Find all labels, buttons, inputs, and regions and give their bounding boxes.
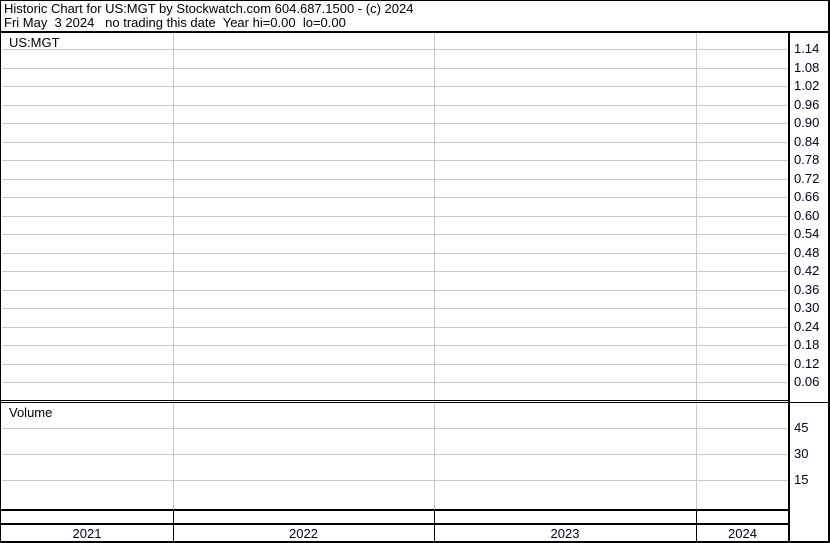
price-tick-label: 0.90 <box>794 115 820 130</box>
price-gridline <box>2 160 789 161</box>
price-tick-label: 0.54 <box>794 226 820 241</box>
border-bottom <box>0 541 830 543</box>
price-tick-label: 0.36 <box>794 282 820 297</box>
volume-gridline <box>2 428 789 429</box>
header-divider <box>0 31 830 33</box>
price-tick-label: 0.48 <box>794 245 820 260</box>
year-gridline <box>173 33 174 510</box>
volume-panel-title: Volume <box>9 405 53 420</box>
price-tick-label: 0.78 <box>794 152 820 167</box>
border-left <box>0 0 1 543</box>
year-label: 2023 <box>550 526 580 541</box>
price-gridline <box>2 253 789 254</box>
price-tick-label: 0.42 <box>794 263 820 278</box>
volume-tick-label: 15 <box>794 472 809 487</box>
price-gridline <box>2 197 789 198</box>
year-label: 2024 <box>728 526 757 541</box>
volume-gridline <box>2 480 789 481</box>
price-gridline <box>2 290 789 291</box>
price-gridline <box>2 142 789 143</box>
price-tick-label: 0.66 <box>794 189 820 204</box>
price-gridline <box>2 327 789 328</box>
price-tick-label: 0.18 <box>794 337 820 352</box>
volume-bottom <box>0 509 790 511</box>
price-gridline <box>2 216 789 217</box>
price-tick-label: 0.06 <box>794 374 820 389</box>
border-top <box>0 0 830 1</box>
volume-tick-label: 30 <box>794 446 809 461</box>
price-gridline <box>2 234 789 235</box>
volume-gridline <box>2 454 789 455</box>
year-divider <box>696 510 697 542</box>
year-label: 2022 <box>289 526 318 541</box>
panel-divider-b <box>0 402 830 403</box>
year-band-line <box>0 523 790 525</box>
panel-divider-a <box>0 400 790 401</box>
price-tick-label: 0.30 <box>794 300 820 315</box>
price-tick-label: 0.24 <box>794 319 820 334</box>
y-axis-line <box>788 33 790 543</box>
price-gridline <box>2 308 789 309</box>
year-label: 2021 <box>72 526 102 541</box>
price-panel-title: US:MGT <box>9 35 60 50</box>
price-gridline <box>2 345 789 346</box>
chart-header-title: Historic Chart for US:MGT by Stockwatch.… <box>4 1 414 16</box>
year-divider <box>434 510 435 542</box>
volume-tick-label: 45 <box>794 420 809 435</box>
border-right <box>828 0 830 543</box>
price-gridline <box>2 105 789 106</box>
price-gridline <box>2 68 789 69</box>
year-gridline <box>434 33 435 510</box>
chart-header-status: Fri May 3 2024 no trading this date Year… <box>4 15 346 30</box>
price-tick-label: 0.84 <box>794 134 820 149</box>
price-gridline <box>2 123 789 124</box>
price-tick-label: 0.96 <box>794 97 820 112</box>
price-tick-label: 1.14 <box>794 41 820 56</box>
price-gridline <box>2 179 789 180</box>
price-tick-label: 0.12 <box>794 356 820 371</box>
price-gridline <box>2 271 789 272</box>
price-tick-label: 0.60 <box>794 208 820 223</box>
price-tick-label: 1.02 <box>794 78 820 93</box>
price-gridline <box>2 49 789 50</box>
price-gridline <box>2 382 789 383</box>
price-tick-label: 0.72 <box>794 171 820 186</box>
price-gridline <box>2 86 789 87</box>
price-tick-label: 1.08 <box>794 60 820 75</box>
year-divider <box>173 510 174 542</box>
price-gridline <box>2 364 789 365</box>
year-gridline <box>696 33 697 510</box>
